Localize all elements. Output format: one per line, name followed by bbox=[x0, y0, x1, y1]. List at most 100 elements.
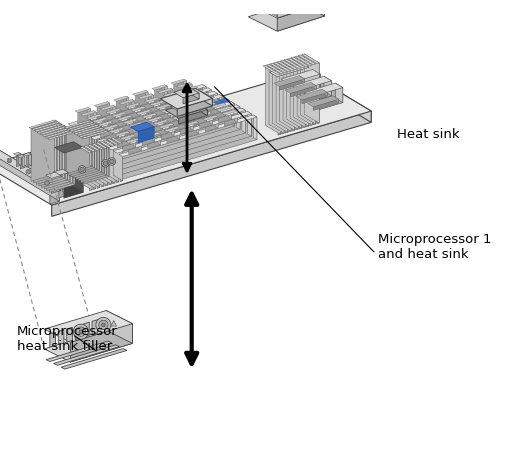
Polygon shape bbox=[301, 55, 315, 124]
Polygon shape bbox=[77, 127, 104, 136]
Polygon shape bbox=[17, 155, 25, 158]
Polygon shape bbox=[109, 128, 124, 133]
Polygon shape bbox=[150, 118, 163, 133]
Polygon shape bbox=[83, 132, 109, 184]
Polygon shape bbox=[97, 101, 234, 143]
Circle shape bbox=[102, 323, 105, 327]
Polygon shape bbox=[100, 126, 102, 172]
Polygon shape bbox=[307, 0, 308, 9]
Polygon shape bbox=[286, 0, 288, 15]
Polygon shape bbox=[189, 87, 199, 99]
Polygon shape bbox=[185, 114, 187, 127]
Polygon shape bbox=[164, 109, 176, 124]
Polygon shape bbox=[171, 79, 186, 85]
Polygon shape bbox=[273, 62, 291, 72]
Polygon shape bbox=[35, 123, 62, 132]
Polygon shape bbox=[277, 3, 325, 31]
Polygon shape bbox=[301, 0, 303, 10]
Polygon shape bbox=[91, 143, 104, 150]
Circle shape bbox=[73, 324, 88, 339]
Polygon shape bbox=[185, 87, 198, 103]
Polygon shape bbox=[102, 141, 111, 184]
Polygon shape bbox=[166, 93, 178, 108]
Polygon shape bbox=[103, 140, 115, 146]
Polygon shape bbox=[16, 154, 21, 167]
Polygon shape bbox=[313, 99, 339, 111]
Polygon shape bbox=[72, 86, 206, 149]
Polygon shape bbox=[81, 111, 96, 116]
Polygon shape bbox=[231, 101, 234, 126]
Polygon shape bbox=[293, 0, 323, 4]
Polygon shape bbox=[250, 0, 279, 18]
Polygon shape bbox=[105, 129, 106, 175]
Polygon shape bbox=[78, 109, 90, 124]
Polygon shape bbox=[112, 129, 124, 144]
Polygon shape bbox=[313, 0, 314, 7]
Polygon shape bbox=[139, 111, 151, 126]
Polygon shape bbox=[122, 101, 135, 116]
Polygon shape bbox=[271, 0, 300, 11]
Polygon shape bbox=[52, 111, 371, 216]
Polygon shape bbox=[307, 96, 339, 107]
Circle shape bbox=[79, 330, 83, 333]
Circle shape bbox=[99, 320, 108, 330]
Polygon shape bbox=[205, 117, 218, 132]
Polygon shape bbox=[179, 84, 192, 99]
Polygon shape bbox=[101, 123, 113, 137]
Polygon shape bbox=[183, 103, 196, 118]
Polygon shape bbox=[100, 105, 115, 110]
Polygon shape bbox=[142, 130, 155, 145]
Polygon shape bbox=[67, 122, 94, 130]
Polygon shape bbox=[277, 0, 279, 18]
Polygon shape bbox=[295, 56, 312, 66]
Polygon shape bbox=[299, 76, 305, 83]
Polygon shape bbox=[289, 0, 318, 5]
Polygon shape bbox=[89, 97, 223, 159]
Polygon shape bbox=[247, 112, 251, 136]
Polygon shape bbox=[166, 102, 207, 118]
Polygon shape bbox=[219, 108, 232, 123]
Polygon shape bbox=[267, 64, 284, 74]
Polygon shape bbox=[74, 126, 102, 134]
Polygon shape bbox=[97, 150, 100, 189]
Polygon shape bbox=[248, 3, 279, 18]
Polygon shape bbox=[113, 105, 115, 118]
Polygon shape bbox=[296, 89, 328, 100]
Polygon shape bbox=[103, 124, 119, 130]
Polygon shape bbox=[165, 85, 167, 97]
Polygon shape bbox=[186, 123, 199, 137]
Polygon shape bbox=[160, 116, 163, 129]
Polygon shape bbox=[263, 0, 294, 13]
Circle shape bbox=[108, 158, 116, 165]
Polygon shape bbox=[291, 86, 316, 97]
Polygon shape bbox=[280, 60, 298, 70]
Polygon shape bbox=[174, 107, 176, 120]
Polygon shape bbox=[83, 112, 96, 127]
Polygon shape bbox=[186, 105, 201, 110]
Polygon shape bbox=[242, 108, 246, 133]
Polygon shape bbox=[190, 117, 193, 130]
Polygon shape bbox=[171, 96, 184, 112]
Polygon shape bbox=[113, 112, 251, 153]
Polygon shape bbox=[277, 67, 309, 92]
Polygon shape bbox=[203, 115, 218, 121]
Polygon shape bbox=[117, 133, 130, 148]
Polygon shape bbox=[284, 0, 314, 7]
Polygon shape bbox=[301, 63, 309, 82]
Polygon shape bbox=[92, 122, 94, 168]
Polygon shape bbox=[188, 106, 201, 122]
Polygon shape bbox=[132, 99, 135, 112]
Polygon shape bbox=[91, 98, 229, 140]
Polygon shape bbox=[101, 149, 104, 187]
Polygon shape bbox=[292, 0, 294, 13]
Polygon shape bbox=[152, 85, 167, 90]
Polygon shape bbox=[145, 90, 148, 103]
Polygon shape bbox=[190, 91, 203, 106]
Polygon shape bbox=[177, 126, 180, 139]
Polygon shape bbox=[28, 153, 31, 166]
Polygon shape bbox=[268, 0, 297, 12]
Polygon shape bbox=[50, 332, 55, 347]
Polygon shape bbox=[213, 100, 224, 104]
Polygon shape bbox=[256, 0, 285, 16]
Polygon shape bbox=[94, 100, 229, 162]
